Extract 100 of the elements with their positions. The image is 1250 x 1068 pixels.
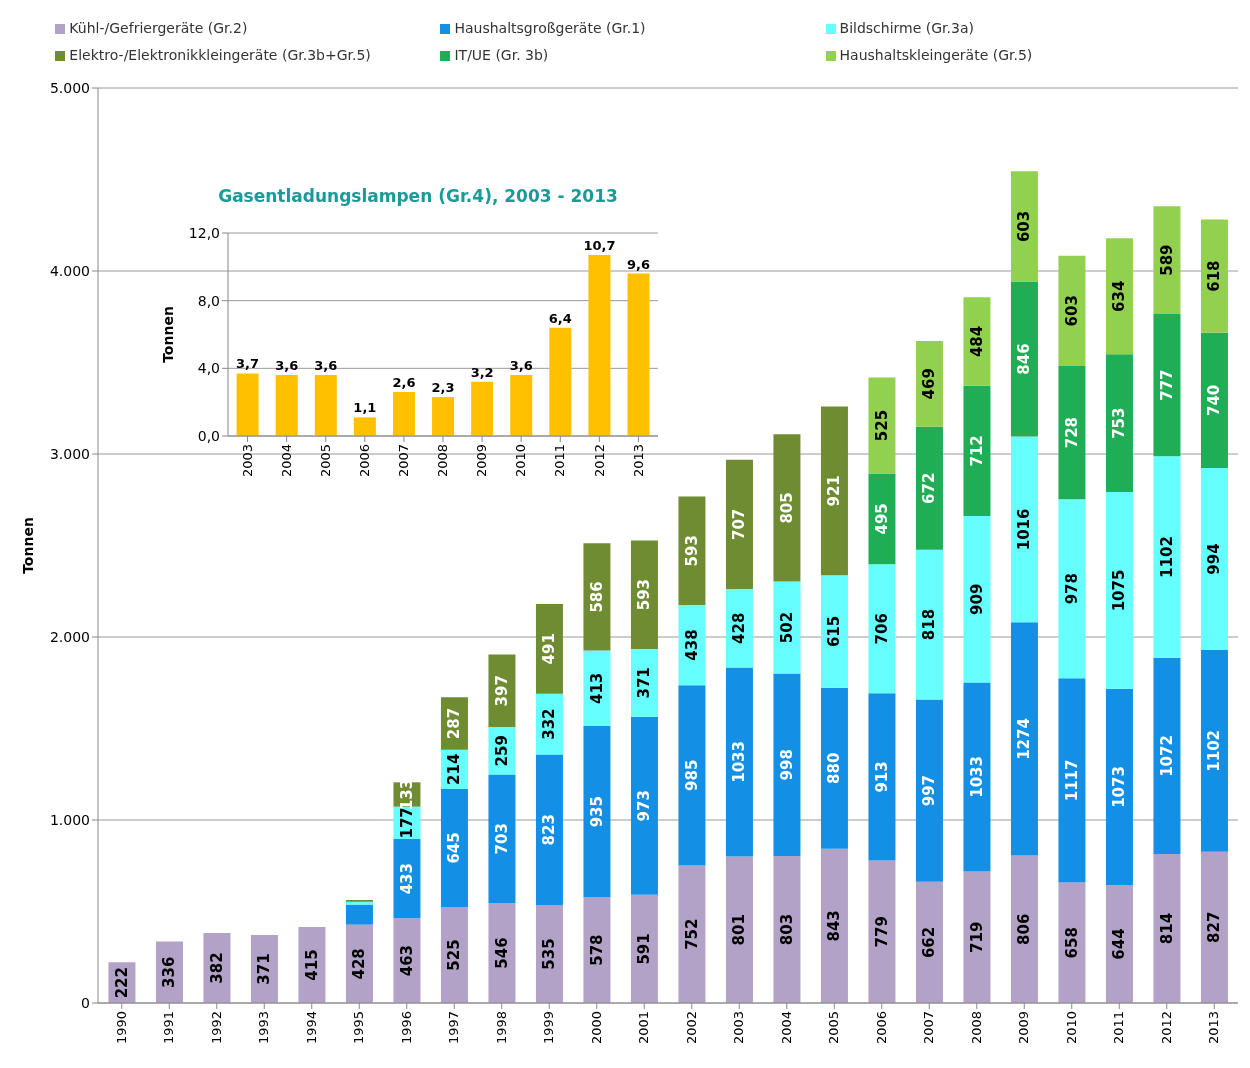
bar: [471, 381, 494, 436]
x-tick-label: 1991: [161, 1011, 177, 1045]
bar: [868, 860, 896, 1003]
data-label: 712: [967, 435, 986, 467]
data-label: 6,4: [548, 310, 572, 326]
bar: [773, 434, 801, 582]
data-label: 593: [682, 535, 701, 567]
bar: [314, 375, 337, 436]
bar: [1200, 219, 1228, 333]
data-label: 214: [445, 753, 464, 785]
bar: [630, 894, 658, 1003]
bar: [353, 417, 376, 436]
bar: [432, 397, 455, 436]
data-label: 3,7: [236, 356, 260, 372]
data-label: 644: [1110, 928, 1129, 960]
x-tick-label: 2007: [921, 1011, 937, 1045]
bar: [588, 254, 611, 436]
y-tick-label: 0,0: [197, 427, 220, 444]
y-tick-label: 12,0: [188, 224, 220, 241]
x-tick-label: 2010: [513, 444, 529, 478]
data-label: 397: [492, 675, 511, 707]
data-label: 1033: [967, 756, 986, 798]
bar: [963, 516, 991, 683]
bar: [868, 564, 896, 694]
x-tick-label: 2011: [1111, 1011, 1127, 1045]
bar: [488, 774, 516, 904]
bar: [488, 903, 516, 1003]
x-tick-label: 1997: [446, 1011, 462, 1045]
data-label: 495: [872, 503, 891, 535]
legend-label: Haushaltsgroßgeräte (Gr.1): [454, 20, 646, 36]
bar: [510, 375, 533, 436]
data-label: 336: [160, 956, 179, 988]
bar: [820, 575, 848, 688]
data-label: 935: [587, 796, 606, 828]
bar: [1010, 281, 1038, 437]
x-tick-label: 1995: [351, 1011, 367, 1045]
bar: [345, 904, 373, 925]
bar: [725, 459, 753, 590]
data-label: 913: [872, 761, 891, 793]
bar: [915, 699, 943, 882]
bar: [820, 848, 848, 1003]
data-label: 525: [872, 409, 891, 442]
x-tick-label: 1993: [256, 1011, 272, 1045]
x-tick-label: 2003: [239, 444, 255, 478]
data-label: 428: [350, 948, 369, 980]
bar: [1105, 492, 1133, 689]
y-axis-title: Tonnen: [159, 306, 176, 363]
x-tick-label: 1998: [493, 1011, 509, 1045]
data-label: 2,3: [431, 380, 455, 396]
x-tick-label: 2004: [778, 1011, 794, 1045]
data-label: 287: [445, 707, 464, 740]
data-label: 589: [1157, 244, 1176, 276]
data-label: 994: [1205, 543, 1224, 575]
legend-label: Elektro-/Elektronikkleingeräte (Gr.3b+Gr.5): [69, 47, 371, 63]
data-label: 413: [587, 672, 606, 704]
bar: [549, 327, 572, 436]
data-label: 997: [920, 774, 939, 807]
data-label: 634: [1110, 280, 1129, 312]
data-label: 525: [445, 939, 464, 971]
data-label: 433: [397, 863, 416, 895]
data-label: 3,6: [509, 358, 533, 374]
data-label: 728: [1062, 416, 1081, 449]
data-label: 814: [1157, 912, 1176, 945]
data-label: 484: [967, 325, 986, 358]
x-tick-label: 2001: [636, 1011, 652, 1045]
data-label: 827: [1205, 911, 1224, 943]
bar: [963, 682, 991, 872]
x-tick-label: 1990: [113, 1011, 129, 1045]
y-tick-label: 4,0: [197, 360, 220, 377]
bar: [1105, 885, 1133, 1003]
bar: [915, 426, 943, 550]
y-tick-label: 3.000: [49, 445, 90, 462]
legend-label: Kühl-/Gefriergeräte (Gr.2): [69, 20, 248, 36]
bar: [820, 406, 848, 576]
bar: [963, 385, 991, 517]
data-label: 909: [967, 583, 986, 615]
bar: [1200, 851, 1228, 1003]
bar: [535, 603, 563, 694]
data-label: 1073: [1110, 766, 1129, 808]
y-axis-title: Tonnen: [19, 517, 36, 574]
bar: [1153, 206, 1181, 315]
bar: [392, 392, 415, 436]
legend-label: Haushaltskleingeräte (Gr.5): [839, 47, 1033, 63]
data-label: 719: [967, 921, 986, 953]
bar: [1010, 436, 1038, 623]
bar: [1153, 854, 1181, 1003]
x-tick-label: 2012: [591, 444, 607, 478]
data-label: 973: [635, 790, 654, 822]
data-label: 3,6: [275, 358, 299, 374]
data-label: 806: [1015, 913, 1034, 945]
data-label: 618: [1205, 260, 1224, 292]
bar: [440, 788, 468, 907]
data-label: 823: [540, 814, 559, 846]
bar: [915, 549, 943, 700]
data-label: 703: [492, 823, 511, 855]
x-tick-label: 2013: [630, 444, 646, 478]
x-tick-label: 2002: [683, 1011, 699, 1045]
data-label: 662: [920, 926, 939, 959]
data-label: 591: [635, 933, 654, 965]
bar: [1058, 365, 1086, 500]
